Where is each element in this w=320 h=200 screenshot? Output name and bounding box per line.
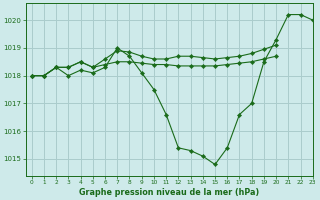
X-axis label: Graphe pression niveau de la mer (hPa): Graphe pression niveau de la mer (hPa) — [79, 188, 259, 197]
